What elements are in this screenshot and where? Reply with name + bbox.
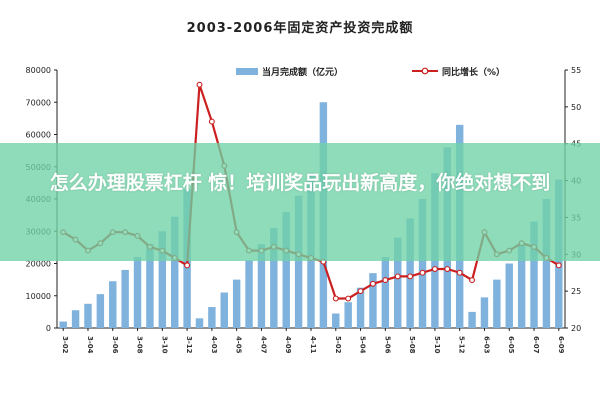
bar [84,303,92,328]
y-left-tick-label: 80000 [26,66,51,75]
bar [344,302,352,328]
bar [505,263,513,328]
overlay-banner-text: 怎么办理股票杠杆 惊！培训奖品玩出新高度，你绝对想不到 [49,172,551,194]
bar [208,307,216,328]
growth-point [444,266,451,272]
x-tick-label: 5-10 [433,336,441,354]
bar [146,244,154,328]
y-left-tick-label: 20000 [26,260,51,269]
bar [133,257,142,328]
bar [245,260,253,328]
x-tick-label: 6-09 [557,336,565,354]
x-tick-label: 3-04 [86,336,94,354]
y-right-tick-label: 50 [571,103,581,112]
x-tick-label: 5-04 [359,336,367,354]
growth-point [196,81,203,88]
x-tick-label: 6-05 [507,336,515,354]
growth-point [382,277,389,284]
growth-point [456,269,463,276]
x-tick-label: 4-09 [284,336,292,354]
bar [480,297,489,328]
chart-title: 2003-2006年固定资产投资完成额 [187,20,414,36]
x-tick-label: 3-10 [160,336,168,354]
growth-point [370,280,376,287]
growth-point [184,262,191,269]
bar [493,279,501,328]
x-tick-label: 3-08 [136,336,144,354]
x-tick-label: 5-06 [383,336,391,354]
x-tick-label: 4-11 [309,336,317,354]
y-right-tick-label: 20 [571,324,581,333]
bar [332,313,340,328]
legend-bar-label: 当月完成额（亿元） [262,66,343,78]
legend: 当月完成额（亿元） 同比增长（%） [236,66,505,78]
x-tick-label: 6-03 [483,336,491,354]
growth-point [555,262,562,269]
bar [232,279,241,328]
y-right-tick-label: 55 [571,66,581,75]
bar [369,273,377,328]
legend-line-marker [421,67,429,75]
bar [542,199,551,328]
bar [158,231,167,328]
bar [71,310,80,328]
growth-point [357,288,364,295]
bar [270,228,278,328]
growth-point [431,266,438,272]
x-tick-label: 4-05 [235,336,243,354]
bar [257,244,266,328]
y-left-tick-label: 70000 [26,98,51,107]
x-tick-label: 5-12 [458,336,466,354]
bar [109,281,117,328]
bar [517,244,526,328]
x-tick-label: 5-02 [334,336,342,354]
x-tick-label: 3-06 [111,336,119,354]
bar [294,195,303,328]
legend-bar-swatch [236,68,258,75]
bar [356,287,365,328]
growth-point [407,273,414,280]
x-tick-label: 3-02 [61,336,69,354]
overlay-banner [0,143,600,261]
growth-point [332,295,339,302]
bar [394,237,402,328]
y-left-tick-label: 60000 [26,131,51,140]
y-right-tick-label: 25 [571,287,581,296]
bar [468,311,476,328]
x-tick-label: 4-03 [210,336,218,354]
x-tick-label: 4-07 [259,336,267,354]
bar [195,318,204,328]
y-left-tick-label: 0 [46,324,51,333]
growth-point [394,273,401,280]
growth-point [208,118,215,125]
growth-point [345,295,352,302]
bar [96,294,105,328]
bar [59,321,67,328]
bar [121,269,129,328]
x-tick-label: 6-07 [532,336,540,354]
bar [220,292,228,328]
bar [406,218,414,328]
x-tick-label: 3-12 [185,336,193,354]
bar [530,221,538,328]
bar [381,257,390,328]
bar [170,216,179,328]
bar [282,211,290,328]
x-tick-label: 5-08 [408,336,416,354]
bar [418,199,427,328]
y-left-tick-label: 10000 [26,292,51,301]
growth-point [469,277,476,284]
legend-line-label: 同比增长（%） [442,66,505,78]
x-ticks: 3-02 3-04 3-06 3-08 3-10 3-12 4-03 4-05 4-07 4-09… [61,328,565,354]
growth-point [419,269,426,276]
